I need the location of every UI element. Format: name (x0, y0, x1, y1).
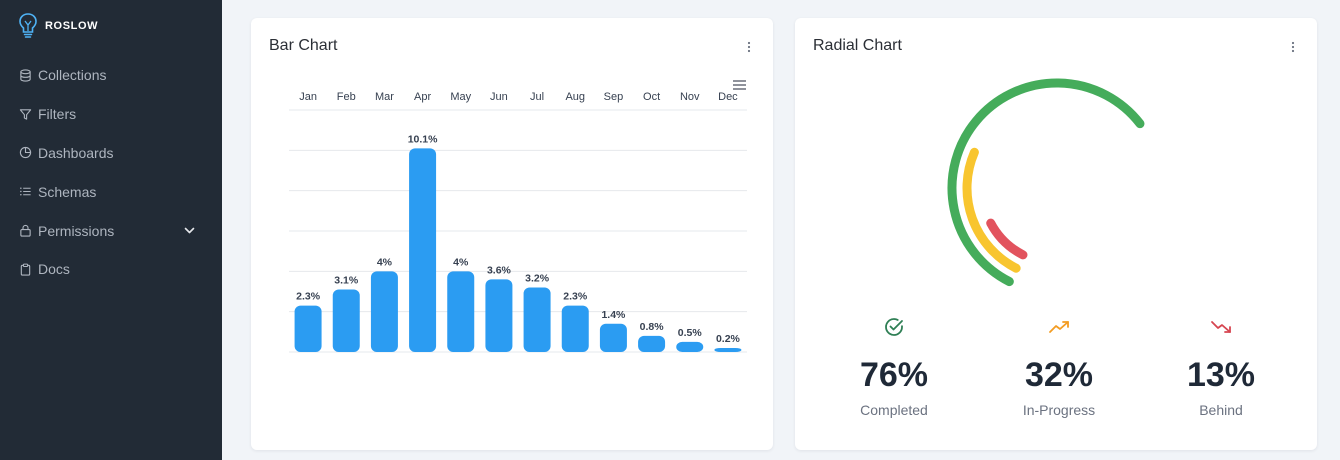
bar[interactable] (599, 323, 627, 352)
lock-icon (18, 224, 32, 238)
x-tick-label: Oct (643, 91, 660, 103)
bar-group: 0.2% (714, 333, 742, 352)
sidebar-item-collections[interactable]: Collections (0, 56, 222, 95)
data-label: 0.8% (640, 321, 665, 333)
more-vertical-icon[interactable] (1289, 40, 1297, 54)
radial-arc-behind[interactable] (986, 218, 1028, 260)
stat-label: Behind (1199, 402, 1243, 418)
bar[interactable] (294, 305, 322, 352)
pie-chart-icon (18, 146, 32, 160)
data-label: 2.3% (296, 291, 321, 303)
bar[interactable] (447, 271, 475, 352)
data-label: 0.2% (716, 333, 741, 345)
sidebar-item-label: Dashboards (38, 144, 114, 161)
sidebar-item-label: Schemas (38, 183, 97, 200)
bar-group: 2.3% (561, 291, 589, 352)
x-tick-label: Jul (530, 91, 544, 103)
x-tick-label: Sep (604, 91, 624, 103)
stat-value: 32% (1024, 356, 1094, 394)
data-label: 4% (453, 256, 469, 268)
stat-label: Completed (860, 402, 928, 418)
brand-name: ROSLOW (45, 20, 99, 32)
sidebar-item-filters[interactable]: Filters (0, 95, 222, 134)
bar-group: 1.4% (599, 309, 627, 352)
radial-arc-in-progress[interactable] (962, 147, 1021, 273)
bar[interactable] (332, 289, 360, 352)
data-label: 3.2% (525, 272, 550, 284)
sidebar-item-label: Permissions (38, 222, 115, 239)
bar-chart: 2.3% Jan 3.1% Feb 4% Mar 10.1% Apr 4% May 3.6% Jun 3… (289, 80, 747, 353)
bar-group: 0.5% (676, 327, 704, 352)
bar-group: 4% (447, 256, 475, 352)
stat-in-progress: 32% In-Progress (989, 316, 1129, 418)
database-icon (18, 68, 32, 82)
sidebar-item-schemas[interactable]: Schemas (0, 172, 222, 211)
bar[interactable] (523, 287, 551, 352)
bar-group: 10.1% (408, 133, 438, 352)
data-label: 3.1% (334, 274, 359, 286)
brand[interactable]: ROSLOW (18, 12, 98, 40)
radial-chart (947, 78, 1145, 287)
trending-down-icon (1211, 321, 1231, 333)
trending-up-icon (1049, 321, 1069, 333)
sidebar: ROSLOW Collections Filters Dashboards Sc… (0, 0, 222, 460)
data-label: 2.3% (563, 291, 588, 303)
bar-group: 0.8% (638, 321, 666, 352)
stat-label: In-Progress (1022, 402, 1096, 418)
check-circle-icon (885, 318, 903, 336)
data-label: 3.6% (487, 264, 512, 276)
stat-completed: 76% Completed (824, 316, 964, 418)
sidebar-item-label: Docs (38, 261, 70, 278)
data-label: 1.4% (601, 309, 626, 321)
sidebar-item-label: Filters (38, 106, 77, 123)
bar-group: 3.1% (332, 274, 360, 352)
bar-group: 3.6% (485, 264, 513, 352)
x-tick-label: May (450, 91, 471, 103)
hamburger-menu-icon[interactable] (733, 80, 746, 90)
x-tick-label: Jun (490, 91, 508, 103)
bar-group: 4% (370, 256, 398, 352)
stat-value: 13% (1186, 356, 1256, 394)
filter-icon (18, 107, 32, 121)
sidebar-item-dashboards[interactable]: Dashboards (0, 134, 222, 173)
more-vertical-icon[interactable] (745, 40, 753, 54)
data-label: 10.1% (408, 133, 438, 145)
x-tick-label: Aug (565, 91, 585, 103)
radial-arc-completed[interactable] (947, 78, 1145, 287)
bar-group: 2.3% (294, 291, 322, 352)
card-title: Radial Chart (813, 37, 902, 54)
bar[interactable] (638, 335, 666, 352)
stat-value: 76% (859, 356, 929, 394)
list-icon (18, 185, 32, 199)
radial-chart-card: Radial Chart 76% Completed 32% In-Progre… (795, 18, 1317, 450)
sidebar-nav: Collections Filters Dashboards Schemas P… (0, 56, 222, 289)
stat-behind: 13% Behind (1151, 316, 1291, 418)
bar[interactable] (409, 148, 437, 352)
bar[interactable] (485, 279, 513, 352)
sidebar-item-permissions[interactable]: Permissions (0, 211, 222, 250)
x-tick-label: Jan (299, 91, 317, 103)
bar[interactable] (714, 347, 742, 352)
bar-chart-card: Bar Chart 2.3% Jan 3.1% Feb 4% Mar 10.1% Apr 4% M… (251, 18, 773, 450)
sidebar-item-docs[interactable]: Docs (0, 250, 222, 289)
clipboard-icon (18, 262, 32, 276)
sidebar-item-label: Collections (38, 67, 107, 84)
x-tick-label: Apr (414, 91, 431, 103)
chevron-down-icon[interactable] (183, 224, 196, 237)
card-title: Bar Chart (269, 37, 338, 54)
bar[interactable] (370, 271, 398, 352)
x-tick-label: Feb (337, 91, 356, 103)
data-label: 0.5% (678, 327, 703, 339)
bar-group: 3.2% (523, 272, 551, 352)
x-tick-label: Nov (680, 91, 700, 103)
bar[interactable] (561, 305, 589, 352)
data-label: 4% (377, 256, 393, 268)
x-tick-label: Mar (375, 91, 394, 103)
x-tick-label: Dec (718, 91, 738, 103)
lightbulb-icon (19, 13, 37, 38)
bar[interactable] (676, 341, 704, 352)
